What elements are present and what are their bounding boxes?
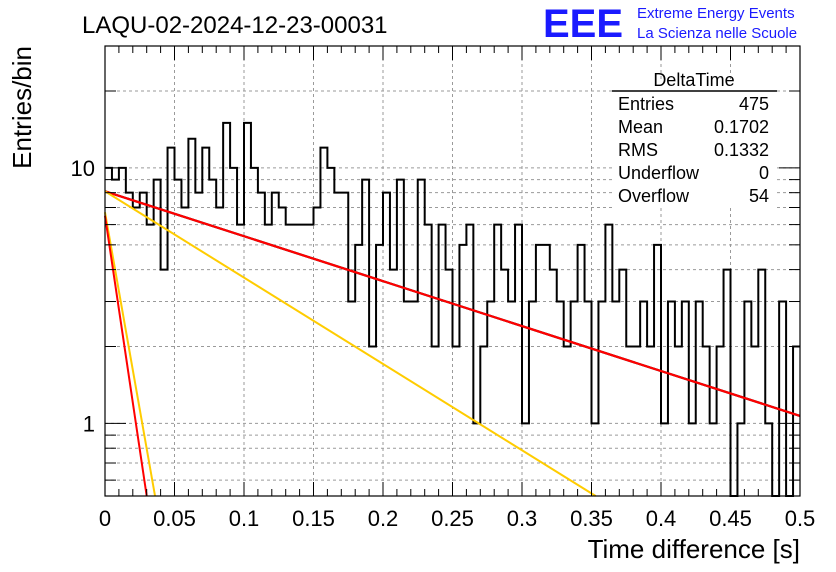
- logo-line-1: Extreme Energy Events: [637, 5, 795, 22]
- x-tick-label: 0.15: [292, 506, 335, 531]
- stats-box-bg: [612, 80, 777, 208]
- stat-label: Overflow: [618, 186, 690, 206]
- stat-label: Mean: [618, 117, 663, 137]
- x-tick-label: 0.25: [431, 506, 474, 531]
- x-tick-label: 0.35: [570, 506, 613, 531]
- x-tick-label: 0.45: [709, 506, 752, 531]
- x-tick-label: 0.4: [646, 506, 677, 531]
- x-axis-label: Time difference [s]: [588, 534, 800, 564]
- x-tick-label: 0.3: [507, 506, 538, 531]
- stats-title: DeltaTime: [653, 70, 734, 90]
- stat-value: 0.1332: [714, 140, 769, 160]
- fit-lines: [104, 190, 801, 497]
- tick-labels: 0 0.05 0.1 0.15 0.2 0.25 0.3 0.35 0.4 0.45 0.5 1 10: [71, 156, 816, 531]
- y-tick-label: 10: [71, 156, 95, 181]
- histogram-outline: [105, 121, 800, 497]
- stat-value: 0.1702: [714, 117, 769, 137]
- stat-label: RMS: [618, 140, 658, 160]
- fit-line: [104, 190, 801, 417]
- x-tick-label: 0.05: [153, 506, 196, 531]
- x-tick-label: 0.2: [368, 506, 399, 531]
- fit-line: [104, 212, 157, 497]
- y-tick-label: 1: [83, 411, 95, 436]
- logo-line-2: La Scienza nelle Scuole: [637, 25, 797, 42]
- stat-row-rms: RMS 0.1332: [618, 140, 769, 160]
- x-tick-label: 0: [99, 506, 111, 531]
- stat-label: Underflow: [618, 163, 700, 183]
- run-title: LAQU-02-2024-12-23-00031: [82, 12, 388, 39]
- stat-row-underflow: Underflow 0: [618, 163, 769, 183]
- stats-box: DeltaTime Entries 475 Mean 0.1702 RMS 0.…: [612, 70, 777, 208]
- y-axis-label: Entries/bin: [7, 46, 37, 169]
- histogram: [105, 121, 800, 497]
- stat-label: Entries: [618, 94, 674, 114]
- fit-line: [104, 190, 597, 497]
- x-tick-label: 0.1: [229, 506, 260, 531]
- axis-ticks: [104, 45, 801, 496]
- stat-value: 54: [749, 186, 769, 206]
- stat-value: 0: [759, 163, 769, 183]
- stat-row-mean: Mean 0.1702: [618, 117, 769, 137]
- stat-row-overflow: Overflow 54: [618, 186, 769, 206]
- stat-row-entries: Entries 475: [618, 94, 769, 114]
- eee-logo: EEE: [543, 2, 623, 46]
- fit-line: [104, 215, 148, 497]
- stat-value: 475: [739, 94, 769, 114]
- x-tick-label: 0.5: [785, 506, 816, 531]
